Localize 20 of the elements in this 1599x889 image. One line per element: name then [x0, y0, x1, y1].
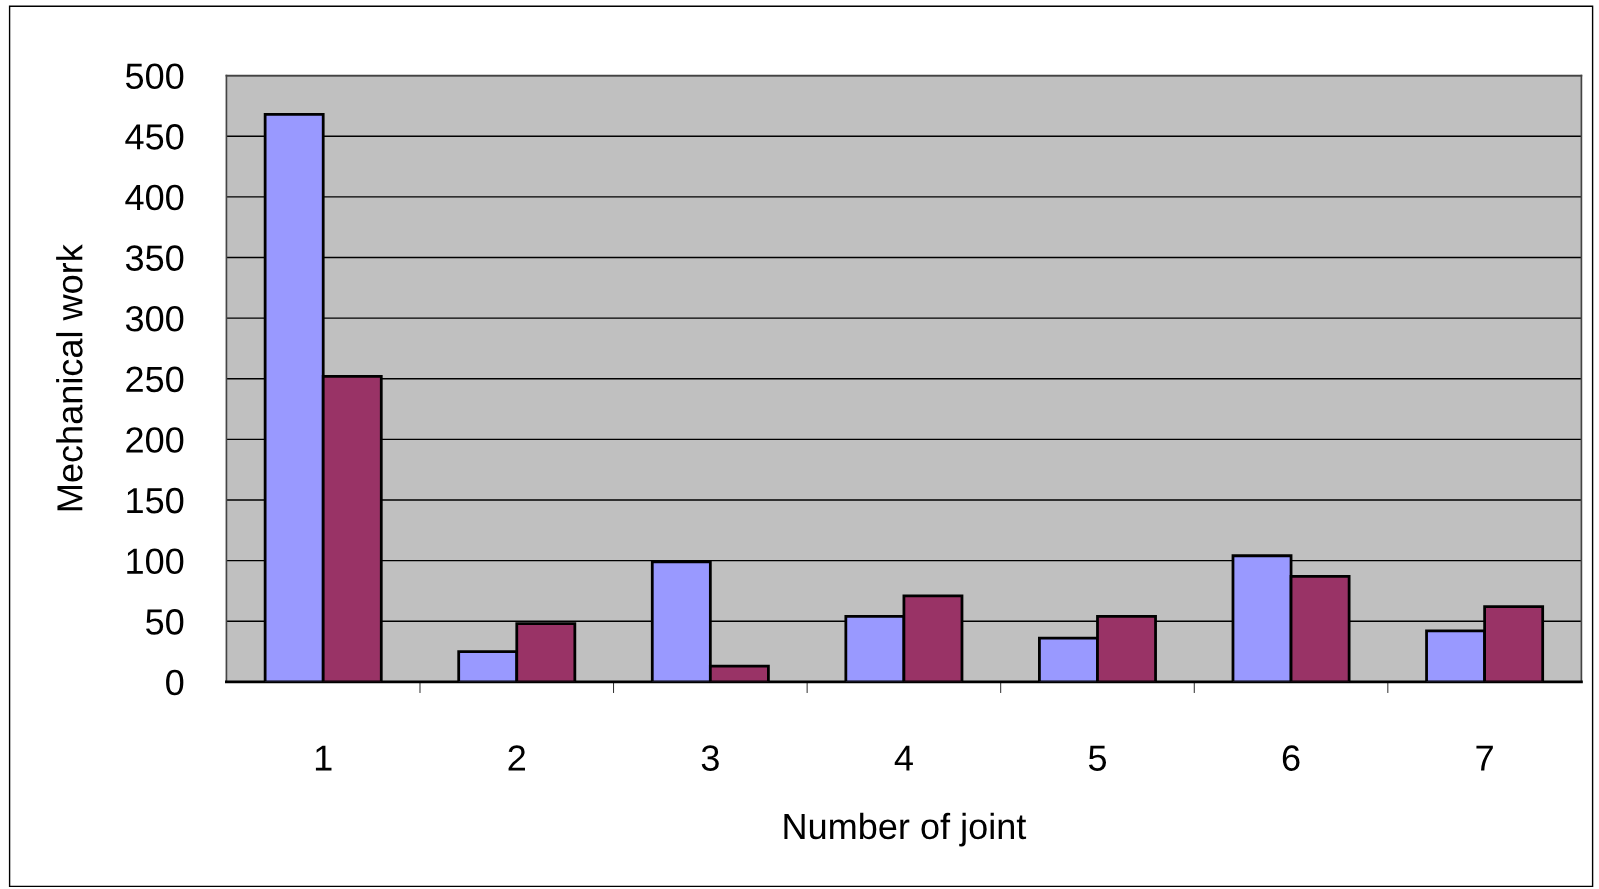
- y-tick-label: 200: [126, 427, 184, 453]
- y-tick-label: 100: [127, 548, 184, 575]
- x-tick-label: 3: [701, 745, 719, 771]
- y-tick-label: 350: [125, 245, 184, 271]
- y-axis-title: Mechanical work: [56, 244, 83, 511]
- y-tick-label: 300: [125, 305, 184, 332]
- y-tick-label: 500: [125, 63, 184, 90]
- y-tick-label: 450: [125, 124, 184, 150]
- y-tick-label: 150: [127, 487, 184, 514]
- x-tick-label: 1: [315, 745, 332, 771]
- x-tick-label: 7: [1476, 745, 1493, 771]
- x-tick-label: 4: [894, 745, 913, 771]
- x-tick-label: 5: [1088, 745, 1107, 771]
- y-tick-label: 0: [166, 669, 184, 696]
- y-tick-label: 50: [146, 609, 184, 635]
- x-axis-title: Number of joint: [784, 812, 1027, 847]
- y-tick-label: 250: [126, 366, 184, 393]
- x-tick-label: 6: [1282, 745, 1300, 771]
- y-tick-label: 400: [125, 184, 184, 211]
- x-tick-label: 2: [508, 745, 525, 771]
